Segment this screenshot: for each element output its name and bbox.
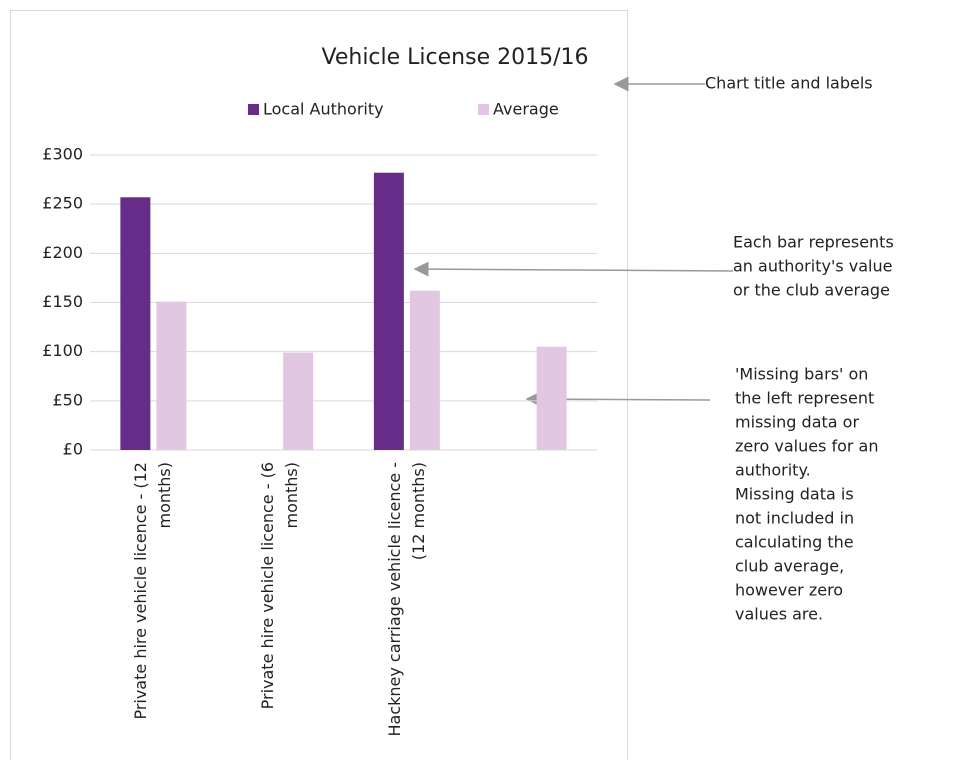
y-tick-label: £0: [63, 440, 83, 459]
legend-swatch: [478, 104, 489, 115]
annotation: the left represent: [735, 389, 874, 408]
annotation: Missing data is: [735, 485, 854, 504]
bar: [120, 197, 151, 450]
arrow: [413, 261, 734, 277]
legend-swatch: [248, 104, 259, 115]
chart-frame: [10, 10, 628, 760]
y-tick-label: £250: [42, 194, 83, 213]
y-tick-label: £50: [52, 390, 83, 409]
annotation: 'Missing bars' on: [735, 365, 868, 384]
x-tick-label: Private hire vehicle licence - (6 months…: [258, 462, 302, 710]
y-tick-label: £300: [42, 145, 83, 164]
y-tick-label: £200: [42, 243, 83, 262]
bar: [283, 352, 314, 450]
annotation: Each bar represents: [733, 233, 894, 252]
x-tick-label: Hackney carriage vehicle licence - (12 m…: [384, 462, 428, 737]
y-tick-label: £150: [42, 292, 83, 311]
annotation: missing data or: [735, 413, 859, 432]
bar: [536, 346, 567, 450]
annotation: however zero: [735, 581, 843, 600]
annotation: Chart title and labels: [705, 74, 873, 93]
annotation: not included in: [735, 509, 854, 528]
bar: [373, 172, 404, 450]
annotation: club average,: [735, 557, 844, 576]
chart-title: Vehicle License 2015/16: [322, 45, 589, 70]
annotation: calculating the: [735, 533, 854, 552]
legend-label: Local Authority: [263, 100, 384, 119]
annotation: values are.: [735, 605, 823, 624]
annotation: authority.: [735, 461, 811, 480]
annotation: an authority's value: [733, 257, 892, 276]
x-tick-label: Private hire vehicle licence - (12 month…: [131, 462, 175, 720]
annotation: zero values for an: [735, 437, 879, 456]
annotation: or the club average: [733, 281, 890, 300]
y-tick-label: £100: [42, 341, 83, 360]
legend-label: Average: [493, 100, 559, 119]
bar: [409, 290, 440, 450]
bar: [156, 301, 187, 450]
